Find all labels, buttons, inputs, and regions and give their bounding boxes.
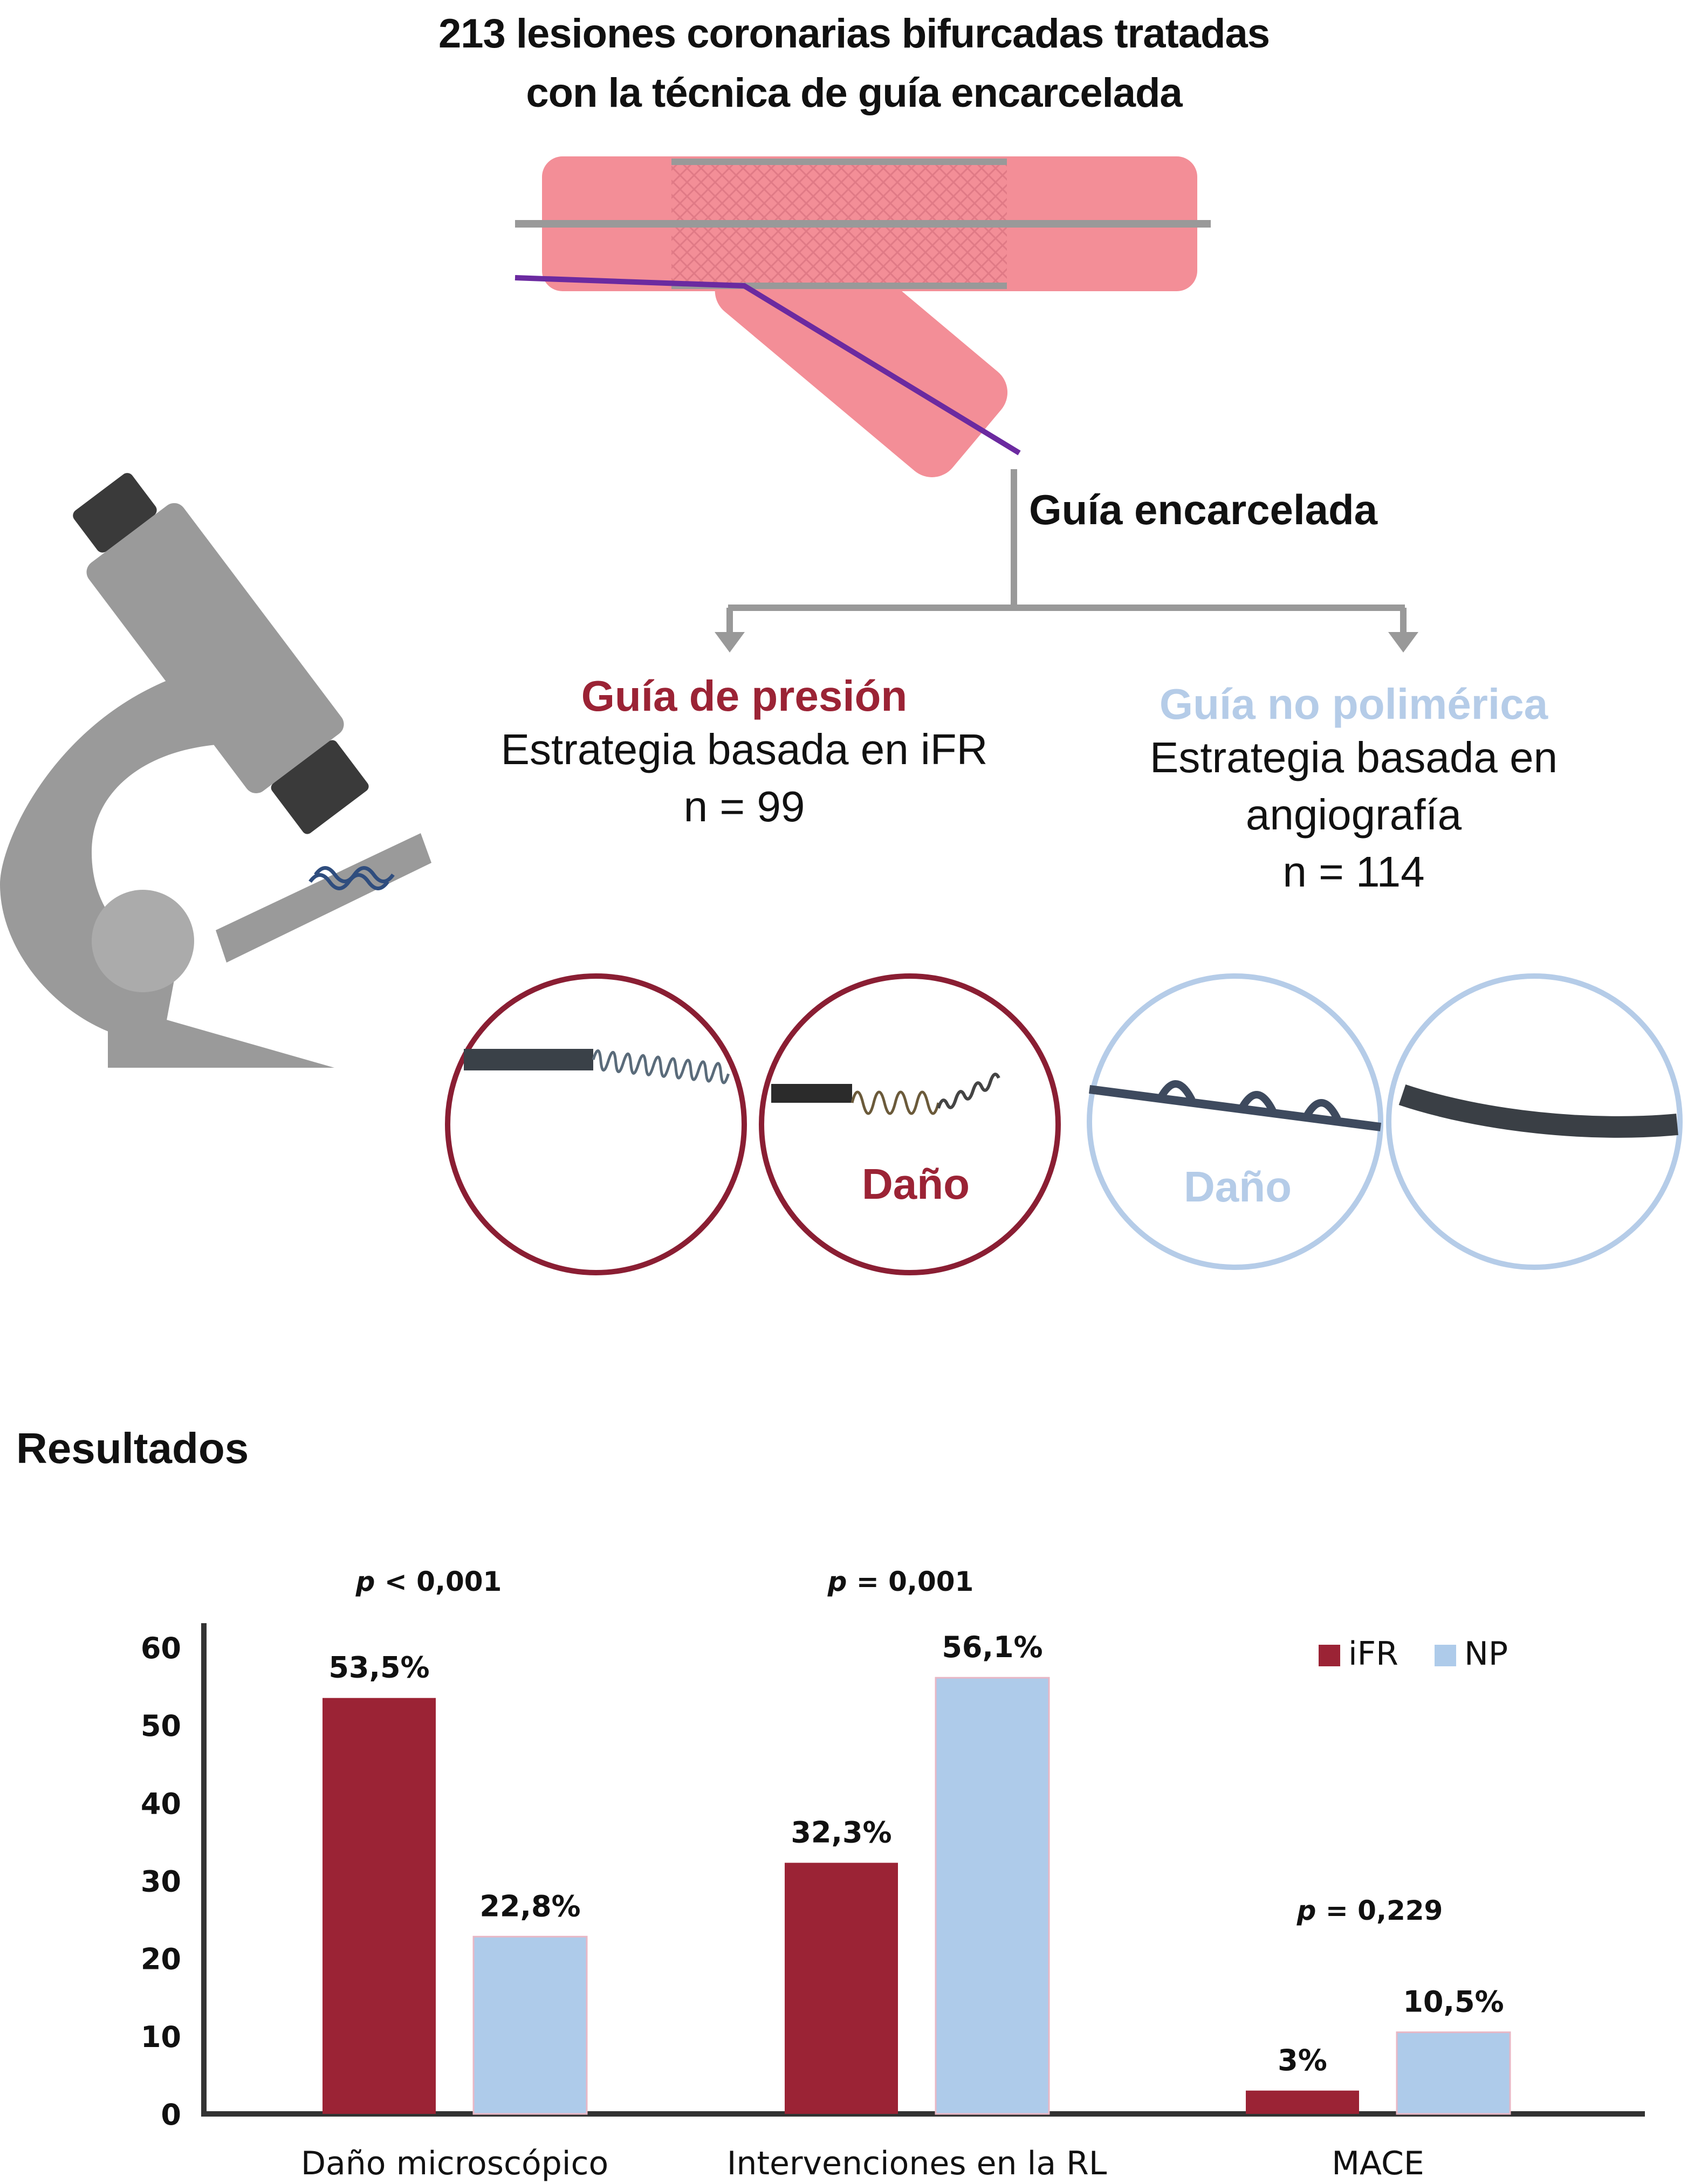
- data-label: 22,8%: [479, 1889, 580, 1923]
- data-label: 3%: [1278, 2043, 1327, 2077]
- category-label: MACE: [1332, 2145, 1424, 2182]
- data-label: 32,3%: [791, 1815, 891, 1849]
- bar-ifr: [1246, 2090, 1359, 2114]
- title-line-1: 213 lesiones coronarias bifurcadas trata…: [438, 11, 1270, 57]
- y-tick-label: 10: [141, 2020, 181, 2054]
- title-line-2: con la técnica de guía encarcelada: [526, 70, 1182, 116]
- legend-label-ifr: iFR: [1348, 1635, 1398, 1673]
- bifurcation-illustration: [0, 156, 1683, 1275]
- bar-np: [935, 1677, 1050, 2115]
- data-label: 53,5%: [328, 1651, 429, 1685]
- microscope-icon: [0, 473, 431, 1068]
- bar-np: [1396, 2031, 1511, 2115]
- wire-photo-ifr-damaged: [759, 973, 1061, 1275]
- jailed-guidewire: [515, 275, 1021, 456]
- results-bar-chart: 0 10 20 30 40 50 60 53,5% 22,8% 32,3% 56,1% 3% 10,5…: [141, 1566, 1645, 2182]
- left-group-strategy: Estrategia basada en iFR: [500, 725, 988, 773]
- damage-label-np: Daño: [1184, 1163, 1292, 1211]
- jailed-wire-label: Guía encarcelada: [1029, 486, 1378, 533]
- damage-label-ifr: Daño: [862, 1160, 970, 1208]
- arrow-left: [715, 632, 745, 653]
- legend-label-np: NP: [1464, 1635, 1508, 1673]
- legend-swatch-np: [1435, 1645, 1456, 1666]
- left-group: Guía de presión Estrategia basada en iFR…: [475, 671, 1014, 835]
- y-tick-label: 20: [141, 1942, 181, 1976]
- y-tick-label: 60: [141, 1631, 181, 1665]
- results-heading: Resultados: [16, 1424, 249, 1472]
- wire-photo-np-damaged: [1087, 973, 1383, 1270]
- p-value-label: p = 0,229: [1297, 1895, 1443, 1926]
- left-group-n: n = 99: [683, 782, 805, 830]
- y-tick-label: 0: [161, 2098, 181, 2132]
- legend-swatch-ifr: [1319, 1645, 1340, 1666]
- data-label: 56,1%: [942, 1630, 1042, 1664]
- wire-photo-ifr-intact: [445, 973, 747, 1275]
- arrow-right: [1388, 632, 1418, 653]
- y-tick-label: 50: [141, 1709, 181, 1743]
- left-group-title: Guía de presión: [581, 672, 908, 720]
- p-value-label: p = 0,001: [827, 1566, 974, 1597]
- page-title: 213 lesiones coronarias bifurcadas trata…: [0, 4, 1708, 123]
- y-tick-label: 30: [141, 1865, 181, 1899]
- p-value-label: p < 0,001: [355, 1566, 502, 1597]
- bar-np: [472, 1935, 588, 2115]
- right-group-n: n = 114: [1282, 848, 1425, 896]
- y-tick-label: 40: [141, 1787, 181, 1821]
- category-label: Intervenciones en la RL: [727, 2145, 1107, 2182]
- wire-photo-np-intact: [1386, 973, 1683, 1270]
- category-label: Daño microscópico: [301, 2145, 608, 2182]
- right-group: Guía no polimérica Estrategia basada en …: [1041, 679, 1666, 901]
- right-group-title: Guía no polimérica: [1159, 680, 1548, 728]
- data-label: 10,5%: [1403, 1985, 1504, 2019]
- bar-ifr: [785, 1863, 898, 2114]
- bar-ifr: [323, 1698, 436, 2114]
- right-group-strategy: Estrategia basada en angiografía: [1149, 733, 1558, 839]
